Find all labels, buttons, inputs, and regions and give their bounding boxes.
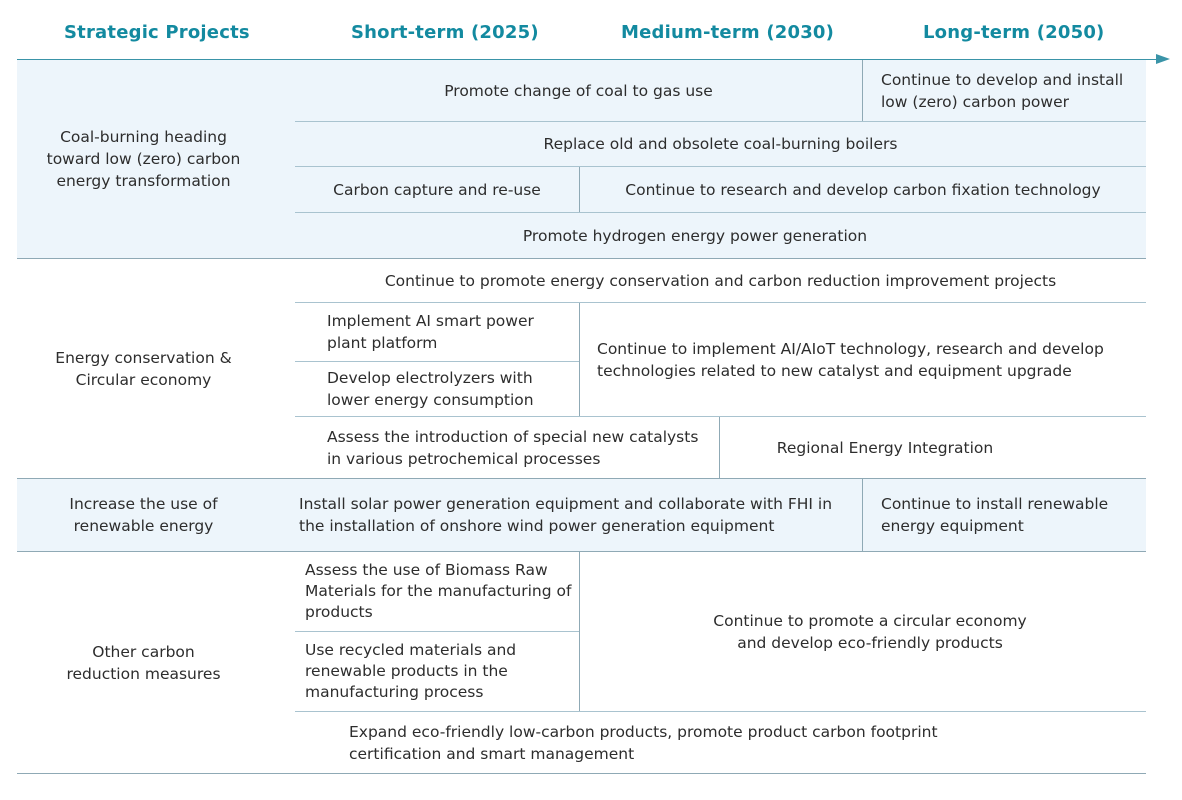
renewable-section-band (17, 479, 1146, 551)
header-long-term: Long-term (2050) (923, 22, 1105, 43)
coal-section-title: Coal-burning heading toward low (zero) c… (46, 128, 241, 190)
header-medium-term: Medium-term (2030) (621, 22, 835, 43)
coal-divider-capture (579, 167, 580, 212)
electrolyzers-item: Develop electrolyzers with lower energy … (327, 369, 534, 409)
low-carbon-power-item: Continue to develop and install low (zer… (881, 70, 1124, 111)
eco-products-item: Expand eco-friendly low-carbon products,… (349, 722, 938, 763)
coal-row-line-2 (295, 166, 1146, 167)
energy-divider-regional (719, 417, 720, 478)
catalysts-item: Assess the introduction of special new c… (327, 427, 699, 468)
carbon-capture-item: Carbon capture and re-use (333, 180, 541, 199)
timeline-arrow-icon (1156, 54, 1170, 64)
renewable-section-title: Increase the use of renewable energy (69, 495, 218, 535)
coal-divider-long (862, 60, 863, 121)
coal-section-band (17, 60, 1146, 258)
header-short-term: Short-term (2025) (351, 22, 539, 43)
other-row-line-1 (295, 631, 579, 632)
biomass-item: Assess the use of Biomass Raw Materials … (305, 561, 572, 621)
conservation-projects-item: Continue to promote energy conservation … (384, 271, 1057, 290)
renewable-divider (862, 479, 863, 551)
aiot-item: Continue to implement AI/AIoT technology… (597, 339, 1104, 380)
energy-row-line-2 (295, 361, 579, 362)
separator-renewable-other (17, 551, 1146, 552)
solar-wind-item: Install solar power generation equipment… (299, 495, 833, 535)
carbon-fixation-item: Continue to research and develop carbon … (625, 180, 1101, 199)
other-section-title: Other carbon reduction measures (66, 642, 221, 683)
timeline-axis (17, 59, 1157, 60)
energy-section-title: Energy conservation & Circular economy (55, 348, 232, 389)
other-divider (579, 552, 580, 711)
energy-row-line-1 (295, 302, 1146, 303)
recycled-materials-item: Use recycled materials and renewable pro… (305, 641, 517, 701)
separator-coal-energy (17, 258, 1146, 259)
other-row-line-2 (295, 711, 1146, 712)
continue-renewable-item: Continue to install renewable energy equ… (881, 495, 1109, 535)
separator-energy-renewable (17, 478, 1146, 479)
coal-row-line-1 (295, 121, 1146, 122)
circular-economy-item: Continue to promote a circular economy a… (713, 611, 1027, 652)
regional-integration-item: Regional Energy Integration (776, 438, 994, 457)
separator-bottom (17, 773, 1146, 774)
coal-to-gas-item: Promote change of coal to gas use (444, 81, 713, 100)
hydrogen-item: Promote hydrogen energy power generation (522, 226, 868, 245)
energy-row-line-3 (295, 416, 1146, 417)
coal-row-line-3 (295, 212, 1146, 213)
header-strategic-projects: Strategic Projects (64, 22, 250, 43)
energy-divider-ai (579, 303, 580, 416)
ai-platform-item: Implement AI smart power plant platform (327, 312, 534, 352)
replace-boilers-item: Replace old and obsolete coal-burning bo… (543, 135, 898, 153)
